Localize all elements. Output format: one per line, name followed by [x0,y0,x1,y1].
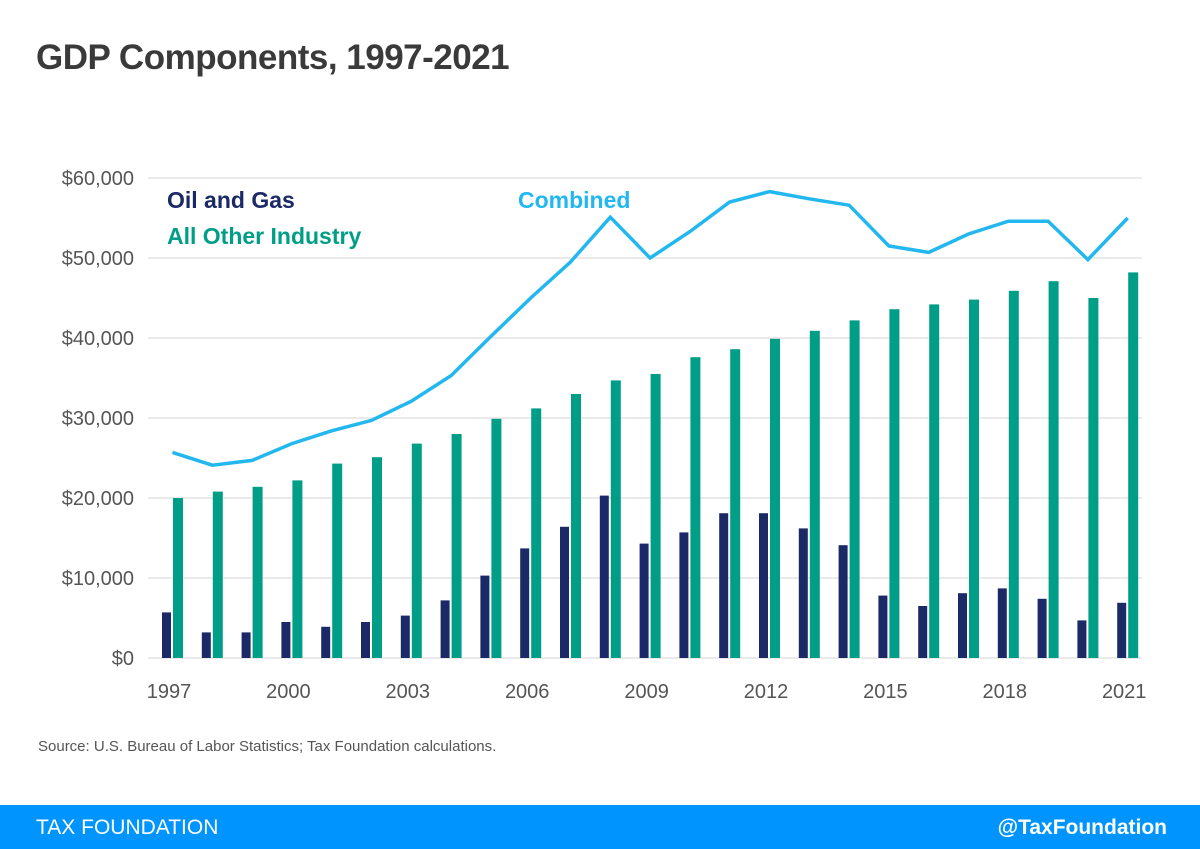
bar-oil-and-gas [321,626,331,658]
y-tick-label: $60,000 [62,168,134,190]
legend-oil-and-gas: Oil and Gas [167,187,295,213]
bar-all-other-industry [1088,298,1099,658]
x-tick-label: 2000 [266,681,311,703]
y-tick-label: $50,000 [62,248,134,270]
bar-oil-and-gas [1117,602,1127,658]
bar-all-other-industry [491,418,502,658]
bar-all-other-industry [372,457,382,658]
bar-all-other-industry [531,408,542,658]
bar-oil-and-gas [1037,598,1047,658]
bar-oil-and-gas [241,632,251,658]
bar-oil-and-gas [918,606,928,658]
bar-oil-and-gas [162,612,171,658]
bar-all-other-industry [252,486,263,658]
bar-all-other-industry [969,299,979,658]
footer-bar: TAX FOUNDATION @TaxFoundation [0,805,1200,849]
bar-all-other-industry [1048,281,1059,658]
bar-oil-and-gas [798,528,808,658]
bar-all-other-industry [849,320,860,658]
bar-all-other-industry [451,434,462,658]
bar-all-other-industry [332,463,343,658]
bar-all-other-industry [929,304,940,658]
x-tick-label: 2006 [505,681,550,703]
y-tick-label: $20,000 [62,488,134,510]
x-tick-label: 2003 [386,681,431,703]
bar-oil-and-gas [997,588,1007,658]
bar-all-other-industry [610,380,621,658]
bar-all-other-industry [571,394,581,658]
y-tick-label: $0 [112,648,134,670]
legend-combined: Combined [518,187,630,213]
bar-all-other-industry [411,443,422,658]
x-axis-ticks: 1997 2000 2003 2006 2009 2012 2015 2018 2021 [147,681,1147,703]
bar-oil-and-gas [400,615,410,658]
x-tick-label: 2009 [624,681,669,703]
bar-oil-and-gas [480,575,490,658]
bar-oil-and-gas [639,543,649,658]
bar-oil-and-gas [838,545,848,658]
bar-oil-and-gas [759,513,768,658]
bar-all-other-industry [730,349,741,658]
bars [162,272,1139,658]
source-note: Source: U.S. Bureau of Labor Statistics;… [38,738,497,755]
bar-oil-and-gas [679,532,689,658]
bar-all-other-industry [770,338,780,658]
bar-all-other-industry [173,498,183,658]
combined-line-group [171,189,1129,467]
y-tick-label: $30,000 [62,408,134,430]
legend-all-other-industry: All Other Industry [167,223,361,249]
x-tick-label: 1997 [147,681,192,703]
x-tick-label: 2018 [983,681,1028,703]
bar-oil-and-gas [520,548,530,658]
bar-oil-and-gas [599,495,609,658]
legend: Oil and Gas All Other Industry Combined [167,187,630,249]
bar-oil-and-gas [958,593,967,658]
bar-oil-and-gas [719,513,729,658]
bar-all-other-industry [690,357,701,658]
chart-area: $0 $10,000 $20,000 $30,000 $40,000 $50,000 $60… [62,168,1147,703]
bar-oil-and-gas [878,595,888,658]
bar-oil-and-gas [201,632,211,658]
bar-all-other-industry [292,480,303,658]
footer-handle[interactable]: @TaxFoundation [997,816,1167,839]
bar-all-other-industry [809,330,820,658]
x-tick-label: 2021 [1102,681,1147,703]
y-tick-label: $10,000 [62,568,134,590]
bar-oil-and-gas [281,622,291,658]
y-tick-label: $40,000 [62,328,134,350]
bar-oil-and-gas [1077,620,1087,658]
bar-oil-and-gas [361,622,370,658]
bar-all-other-industry [1008,290,1019,658]
bar-oil-and-gas [560,526,569,658]
bar-oil-and-gas [440,600,450,658]
bar-all-other-industry [212,491,223,658]
y-axis-ticks: $0 $10,000 $20,000 $30,000 $40,000 $50,000 $60… [62,168,134,670]
bar-all-other-industry [889,309,900,658]
bar-all-other-industry [1128,272,1139,658]
bar-all-other-industry [650,374,661,658]
footer-brand: TAX FOUNDATION [36,816,219,839]
x-tick-label: 2012 [744,681,789,703]
x-tick-label: 2015 [863,681,908,703]
chart-title: GDP Components, 1997-2021 [36,38,510,77]
